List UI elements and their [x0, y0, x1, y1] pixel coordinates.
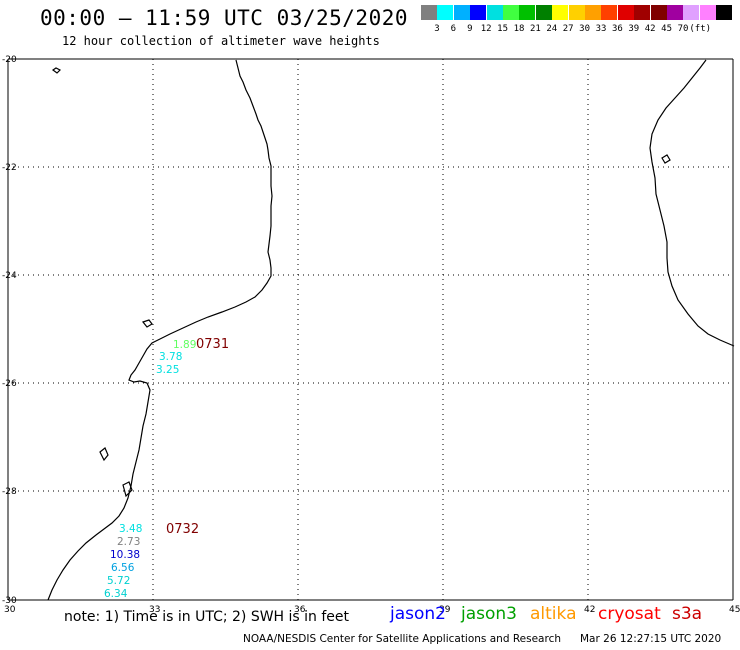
lon-tick-label: 30	[4, 605, 16, 615]
obs-value: 6.56	[111, 562, 135, 574]
obs-value: 10.38	[110, 549, 140, 561]
legend-label: 24	[546, 24, 558, 34]
island-coast-1	[141, 319, 153, 328]
pass-time-label: 0731	[196, 337, 229, 352]
footer-note: note: 1) Time is in UTC; 2) SWH is in fe…	[64, 609, 350, 625]
lat-tick-label: -26	[2, 379, 17, 389]
legend-label: 45	[661, 24, 673, 34]
obs-value: 1.89	[173, 339, 196, 351]
legend-label: 27	[562, 24, 574, 34]
legend-label: 42	[644, 24, 656, 34]
legend-label: 70	[677, 24, 689, 34]
legend-unit: (ft)	[689, 24, 712, 34]
generation-timestamp: Mar 26 12:27:15 UTC 2020	[580, 633, 722, 645]
legend-label: 6	[450, 24, 457, 34]
madagascar-coastline	[649, 59, 735, 347]
legend-label: 18	[513, 24, 525, 34]
lat-tick-label: -24	[2, 271, 17, 281]
legend-label: 30	[579, 24, 591, 34]
lon-tick-label: 36	[294, 605, 306, 615]
lat-tick-label: -22	[2, 163, 17, 173]
lat-tick-label: -20	[2, 55, 17, 65]
sat-jason3: jason3	[461, 604, 517, 624]
sat-s3a: s3a	[672, 604, 703, 624]
credit-line: NOAA/NESDIS Center for Satellite Applica…	[243, 633, 561, 645]
obs-value: 3.78	[159, 351, 182, 363]
madagascar-islet	[661, 154, 671, 164]
legend-swatch	[716, 5, 734, 20]
lat-tick-label: -30	[2, 596, 17, 606]
legend-label: 3	[434, 24, 440, 34]
lon-tick-label: 39	[439, 605, 451, 615]
obs-value: 2.73	[117, 536, 140, 548]
obs-value: 3.48	[119, 523, 142, 535]
sat-jason2: jason2	[390, 604, 446, 624]
island-coast-3	[122, 481, 133, 498]
legend-label: 36	[611, 24, 623, 34]
lon-tick-label: 33	[149, 605, 160, 615]
lon-tick-label: 42	[584, 605, 595, 615]
legend-label: 12	[480, 24, 492, 34]
sat-cryosat: cryosat	[598, 604, 661, 624]
obs-value: 6.34	[104, 588, 128, 600]
wave-observations: 1.89 3.78 3.25 3.48 2.73 10.38 6.56 5.72…	[104, 337, 229, 600]
pass-time-label: 0732	[166, 522, 199, 537]
legend-label: 21	[529, 24, 541, 34]
coastline	[47, 59, 735, 601]
sat-altika: altika	[530, 604, 577, 624]
obs-value: 5.72	[107, 575, 130, 587]
legend-label: 9	[467, 24, 473, 34]
map-subtitle: 12 hour collection of altimeter wave hei…	[62, 34, 380, 48]
africa-coastline	[47, 59, 273, 601]
obs-value: 3.25	[156, 364, 179, 376]
lon-tick-label: 45	[729, 605, 740, 615]
map-title: 00:00 – 11:59 UTC 03/25/2020	[40, 6, 409, 30]
island-coast-2	[99, 447, 109, 462]
island-small-north	[51, 67, 62, 74]
lat-tick-label: -28	[2, 487, 17, 497]
legend-label: 39	[628, 24, 640, 34]
legend-label: 15	[497, 24, 509, 34]
legend-label: 33	[595, 24, 607, 34]
